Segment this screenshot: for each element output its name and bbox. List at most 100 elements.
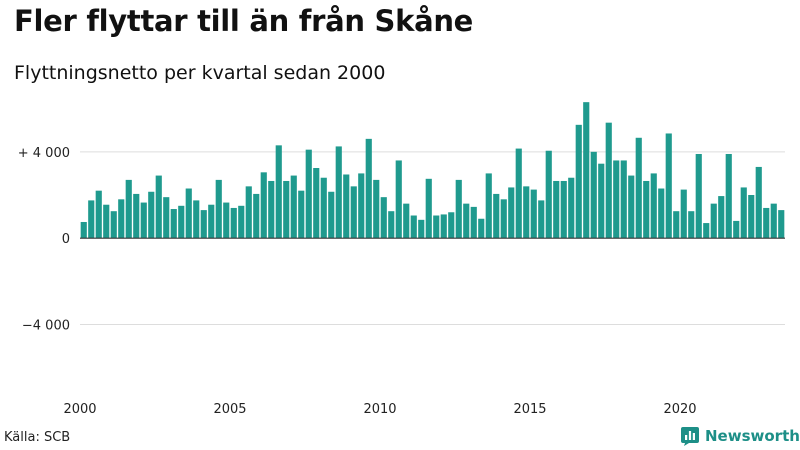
bar[interactable] <box>283 180 290 239</box>
bar[interactable] <box>298 190 305 239</box>
bar[interactable] <box>358 173 365 239</box>
bar[interactable] <box>470 206 477 239</box>
bar[interactable] <box>695 153 702 239</box>
bar[interactable] <box>485 173 492 239</box>
bar[interactable] <box>140 202 147 239</box>
bar[interactable] <box>320 177 327 239</box>
bar[interactable] <box>373 179 380 239</box>
bar[interactable] <box>575 124 582 239</box>
bar[interactable] <box>343 174 350 239</box>
bar[interactable] <box>215 179 222 239</box>
bar[interactable] <box>185 188 192 239</box>
bar[interactable] <box>643 180 650 239</box>
bar[interactable] <box>88 200 95 239</box>
bar[interactable] <box>598 163 605 239</box>
bar[interactable] <box>223 202 230 239</box>
bar[interactable] <box>208 204 215 239</box>
bar[interactable] <box>680 189 687 239</box>
bar[interactable] <box>650 173 657 239</box>
bar[interactable] <box>448 212 455 239</box>
bar[interactable] <box>230 207 237 239</box>
bar[interactable] <box>388 211 395 239</box>
bar[interactable] <box>658 188 665 239</box>
bar[interactable] <box>80 221 87 239</box>
bar[interactable] <box>763 207 770 239</box>
bar-series <box>80 102 785 239</box>
bar[interactable] <box>545 150 552 239</box>
bar[interactable] <box>410 215 417 239</box>
bar[interactable] <box>673 211 680 239</box>
bar[interactable] <box>523 186 530 239</box>
bar[interactable] <box>590 151 597 239</box>
bar[interactable] <box>178 205 185 239</box>
bar[interactable] <box>530 189 537 239</box>
bar[interactable] <box>313 168 320 239</box>
x-tick-label: 2015 <box>513 402 546 417</box>
bar[interactable] <box>238 205 245 239</box>
bar[interactable] <box>455 179 462 239</box>
y-tick-label: + 4 000 <box>18 146 70 161</box>
bar[interactable] <box>260 172 267 239</box>
bar[interactable] <box>418 219 425 239</box>
bar[interactable] <box>740 187 747 239</box>
bar[interactable] <box>478 218 485 239</box>
brand-logo[interactable]: Newsworthy <box>680 426 800 446</box>
bar[interactable] <box>560 180 567 239</box>
bar[interactable] <box>500 199 507 239</box>
bar[interactable] <box>433 215 440 239</box>
bar[interactable] <box>290 175 297 239</box>
bar[interactable] <box>755 166 762 239</box>
bar[interactable] <box>350 186 357 239</box>
bar[interactable] <box>583 102 590 239</box>
bar[interactable] <box>635 137 642 239</box>
bar[interactable] <box>110 211 117 239</box>
bar[interactable] <box>725 153 732 239</box>
chart-title: Fler flyttar till än från Skåne <box>14 4 474 38</box>
bar[interactable] <box>305 149 312 239</box>
bar[interactable] <box>538 200 545 239</box>
bar[interactable] <box>620 160 627 239</box>
bar[interactable] <box>103 204 110 239</box>
bar[interactable] <box>688 211 695 239</box>
bar[interactable] <box>553 180 560 239</box>
bar[interactable] <box>613 160 620 239</box>
bar[interactable] <box>245 186 252 239</box>
bar[interactable] <box>515 148 522 239</box>
bar[interactable] <box>253 193 260 239</box>
bar[interactable] <box>365 138 372 239</box>
bar[interactable] <box>163 197 170 239</box>
x-tick-label: 2000 <box>63 402 96 417</box>
bar[interactable] <box>718 196 725 239</box>
bar[interactable] <box>268 180 275 239</box>
bar[interactable] <box>710 203 717 239</box>
bar[interactable] <box>508 187 515 239</box>
bar[interactable] <box>605 122 612 239</box>
bar[interactable] <box>568 177 575 239</box>
bar[interactable] <box>200 210 207 239</box>
bar[interactable] <box>275 145 282 239</box>
bar[interactable] <box>778 210 785 239</box>
bar[interactable] <box>628 175 635 239</box>
bar[interactable] <box>335 146 342 239</box>
bar[interactable] <box>95 190 102 239</box>
bar[interactable] <box>125 179 132 239</box>
bar[interactable] <box>380 197 387 239</box>
bar[interactable] <box>493 193 500 239</box>
bar[interactable] <box>440 214 447 239</box>
bar[interactable] <box>148 191 155 239</box>
bar[interactable] <box>133 193 140 239</box>
bar[interactable] <box>395 160 402 239</box>
bar[interactable] <box>425 178 432 239</box>
bar[interactable] <box>170 209 177 239</box>
bar[interactable] <box>463 203 470 239</box>
bar[interactable] <box>748 195 755 239</box>
bar[interactable] <box>193 200 200 239</box>
bar[interactable] <box>403 203 410 239</box>
bar[interactable] <box>703 223 710 239</box>
bar[interactable] <box>328 191 335 239</box>
bar[interactable] <box>733 220 740 239</box>
bar[interactable] <box>665 133 672 239</box>
bar[interactable] <box>118 199 125 239</box>
bar[interactable] <box>155 175 162 239</box>
bar[interactable] <box>770 203 777 239</box>
